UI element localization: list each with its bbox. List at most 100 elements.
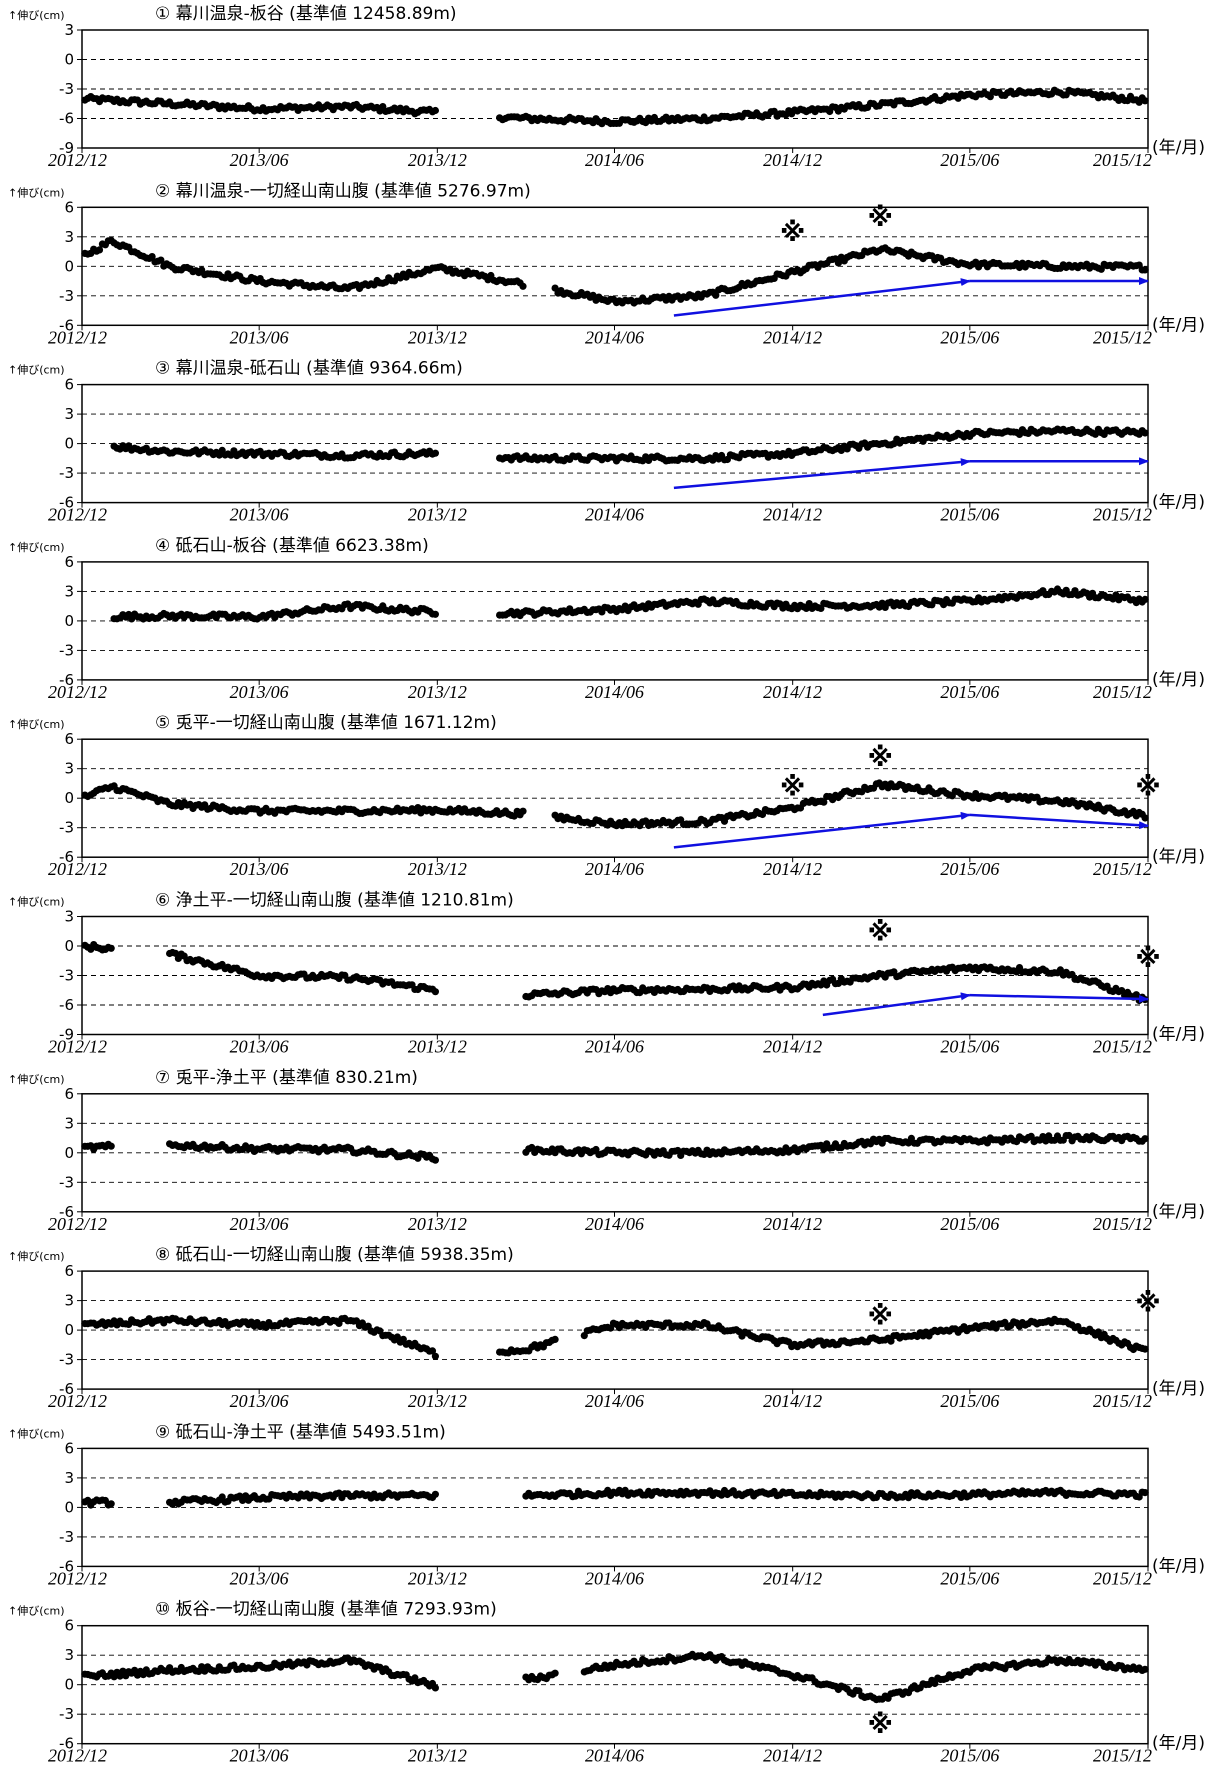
chart-panel-8: ⑧ 砥石山-一切経山南山腹 (基準値 5938.35m) ↑伸び(cm)6 3 0 -3… xyxy=(8,1245,1205,1411)
y-unit-label: ↑伸び(cm) xyxy=(8,718,65,731)
x-tick-label: 2012/12 xyxy=(48,327,107,347)
x-tick-label: 2013/06 xyxy=(230,859,289,879)
x-tick-label: 2013/06 xyxy=(230,1568,289,1588)
x-tick-label: 2015/06 xyxy=(940,1037,999,1057)
x-unit-label: (年/月) xyxy=(1152,847,1205,867)
y-tick-label: 6 xyxy=(64,1085,74,1103)
x-tick-label: 2012/12 xyxy=(48,859,107,879)
x-unit-label: (年/月) xyxy=(1152,670,1205,690)
trend-arrow xyxy=(969,993,1149,1003)
trend-arrow xyxy=(673,458,971,490)
data-point xyxy=(107,944,115,952)
data-points xyxy=(81,779,1149,830)
chart-title: ④ 砥石山-板谷 (基準値 6623.38m) xyxy=(155,536,429,556)
x-unit-label: (年/月) xyxy=(1152,1556,1205,1576)
x-tick-label: 2013/12 xyxy=(408,859,467,879)
x-tick-label: 2014/06 xyxy=(585,1391,644,1411)
data-point xyxy=(107,1500,115,1508)
x-tick-label: 2015/12 xyxy=(1093,1568,1152,1588)
data-point xyxy=(1141,814,1149,822)
chart-title: ⑥ 浄土平-一切経山南山腹 (基準値 1210.81m) xyxy=(155,891,514,911)
x-tick-label: 2014/12 xyxy=(763,150,822,170)
data-points xyxy=(81,236,1149,307)
event-marker: ※ xyxy=(1135,1289,1160,1319)
y-unit-label: ↑伸び(cm) xyxy=(8,186,65,199)
y-tick-label: -3 xyxy=(59,1351,74,1369)
x-tick-label: 2012/12 xyxy=(48,1037,107,1057)
x-tick-label: 2015/12 xyxy=(1093,150,1152,170)
y-tick-label: 0 xyxy=(64,612,74,630)
event-marker: ※ xyxy=(868,743,893,773)
x-tick-label: 2013/12 xyxy=(408,150,467,170)
chart-title: ⑧ 砥石山-一切経山南山腹 (基準値 5938.35m) xyxy=(155,1245,514,1265)
event-marker: ※ xyxy=(868,1710,893,1740)
x-tick-label: 2013/06 xyxy=(230,1746,289,1766)
chart-panel-2: ② 幕川温泉-一切経山南山腹 (基準値 5276.97m) ↑伸び(cm)6 3 0 -… xyxy=(8,181,1205,347)
y-tick-label: 0 xyxy=(64,937,74,955)
data-points xyxy=(81,1650,1149,1704)
event-marker: ※ xyxy=(780,772,805,802)
data-point xyxy=(887,1337,895,1345)
x-tick-label: 2014/06 xyxy=(585,1037,644,1057)
x-tick-label: 2014/12 xyxy=(763,1568,822,1588)
data-point xyxy=(431,1156,439,1164)
x-tick-label: 2015/12 xyxy=(1093,859,1152,879)
chart-title: ① 幕川温泉-板谷 (基準値 12458.89m) xyxy=(155,4,457,24)
x-tick-label: 2012/12 xyxy=(48,1391,107,1411)
chart-title: ② 幕川温泉-一切経山南山腹 (基準値 5276.97m) xyxy=(155,181,531,201)
y-tick-label: -3 xyxy=(59,1173,74,1191)
x-unit-label: (年/月) xyxy=(1152,1025,1205,1045)
data-point xyxy=(1141,1345,1149,1353)
x-tick-label: 2014/06 xyxy=(585,505,644,525)
data-point xyxy=(519,282,527,290)
x-tick-label: 2015/12 xyxy=(1093,327,1152,347)
x-tick-label: 2014/12 xyxy=(763,327,822,347)
data-point xyxy=(431,1684,439,1692)
data-point xyxy=(107,1142,115,1150)
y-tick-label: -6 xyxy=(59,848,74,866)
x-tick-label: 2014/06 xyxy=(585,859,644,879)
y-tick-label: 3 xyxy=(64,1469,74,1487)
x-tick-label: 2013/06 xyxy=(230,327,289,347)
y-tick-label: -6 xyxy=(59,1203,74,1221)
y-unit-label: ↑伸び(cm) xyxy=(8,541,65,554)
y-unit-label: ↑伸び(cm) xyxy=(8,896,65,909)
data-point xyxy=(931,1679,939,1688)
chart-panel-7: ⑦ 兎平-浄土平 (基準値 830.21m) ↑伸び(cm)6 3 0 -3 -62012… xyxy=(8,1068,1205,1234)
data-point xyxy=(1132,991,1140,999)
event-marker: ※ xyxy=(868,917,893,947)
y-tick-label: 3 xyxy=(64,908,74,926)
data-point xyxy=(431,1490,439,1498)
x-tick-label: 2013/06 xyxy=(230,150,289,170)
y-tick-label: -6 xyxy=(59,671,74,689)
y-tick-label: 6 xyxy=(64,1439,74,1457)
y-tick-label: 0 xyxy=(64,1321,74,1339)
x-unit-label: (年/月) xyxy=(1152,138,1205,158)
y-tick-label: 3 xyxy=(64,405,74,423)
data-point xyxy=(1141,595,1149,604)
x-tick-label: 2012/12 xyxy=(48,1746,107,1766)
x-tick-label: 2012/12 xyxy=(48,505,107,525)
x-unit-label: (年/月) xyxy=(1152,1379,1205,1399)
y-tick-label: -6 xyxy=(59,1735,74,1753)
y-tick-label: -3 xyxy=(59,1528,74,1546)
chart-title: ⑦ 兎平-浄土平 (基準値 830.21m) xyxy=(155,1068,418,1088)
y-tick-label: 6 xyxy=(64,1617,74,1635)
x-tick-label: 2015/06 xyxy=(940,859,999,879)
x-tick-label: 2013/06 xyxy=(230,1037,289,1057)
trend-arrow xyxy=(673,278,971,317)
x-tick-label: 2014/12 xyxy=(763,682,822,702)
x-tick-label: 2015/06 xyxy=(940,1391,999,1411)
chart-title: ⑨ 砥石山-浄土平 (基準値 5493.51m) xyxy=(155,1422,446,1442)
y-tick-label: -6 xyxy=(59,1557,74,1575)
data-point xyxy=(1141,266,1149,274)
x-tick-label: 2015/06 xyxy=(940,505,999,525)
x-tick-label: 2015/06 xyxy=(940,1214,999,1234)
x-tick-label: 2014/06 xyxy=(585,150,644,170)
event-marker: ※ xyxy=(1135,772,1160,802)
data-point xyxy=(1141,1665,1149,1673)
y-unit-label: ↑伸び(cm) xyxy=(8,1250,65,1263)
chart-panel-9: ⑨ 砥石山-浄土平 (基準値 5493.51m)↑伸び(cm)630-3-620… xyxy=(8,1422,1205,1588)
data-point xyxy=(712,291,720,299)
